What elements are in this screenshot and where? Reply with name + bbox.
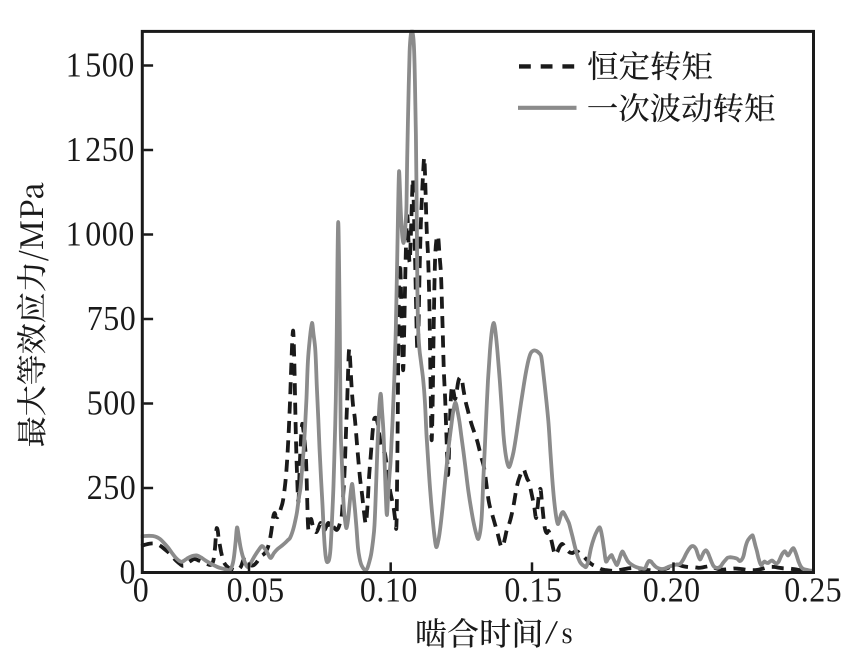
- svg-text:500: 500: [87, 384, 136, 423]
- svg-text:0.10: 0.10: [360, 571, 418, 610]
- svg-text:0: 0: [133, 571, 149, 610]
- svg-text:750: 750: [87, 300, 136, 339]
- svg-text:250: 250: [87, 469, 136, 508]
- svg-text:0: 0: [120, 553, 136, 592]
- svg-text:1250: 1250: [66, 131, 135, 170]
- svg-text:1000: 1000: [66, 215, 135, 254]
- svg-text:0.05: 0.05: [227, 571, 285, 610]
- svg-text:1500: 1500: [66, 46, 135, 85]
- svg-text:0.15: 0.15: [504, 571, 562, 610]
- svg-text:0.25: 0.25: [784, 571, 842, 610]
- svg-text:0.20: 0.20: [643, 571, 701, 610]
